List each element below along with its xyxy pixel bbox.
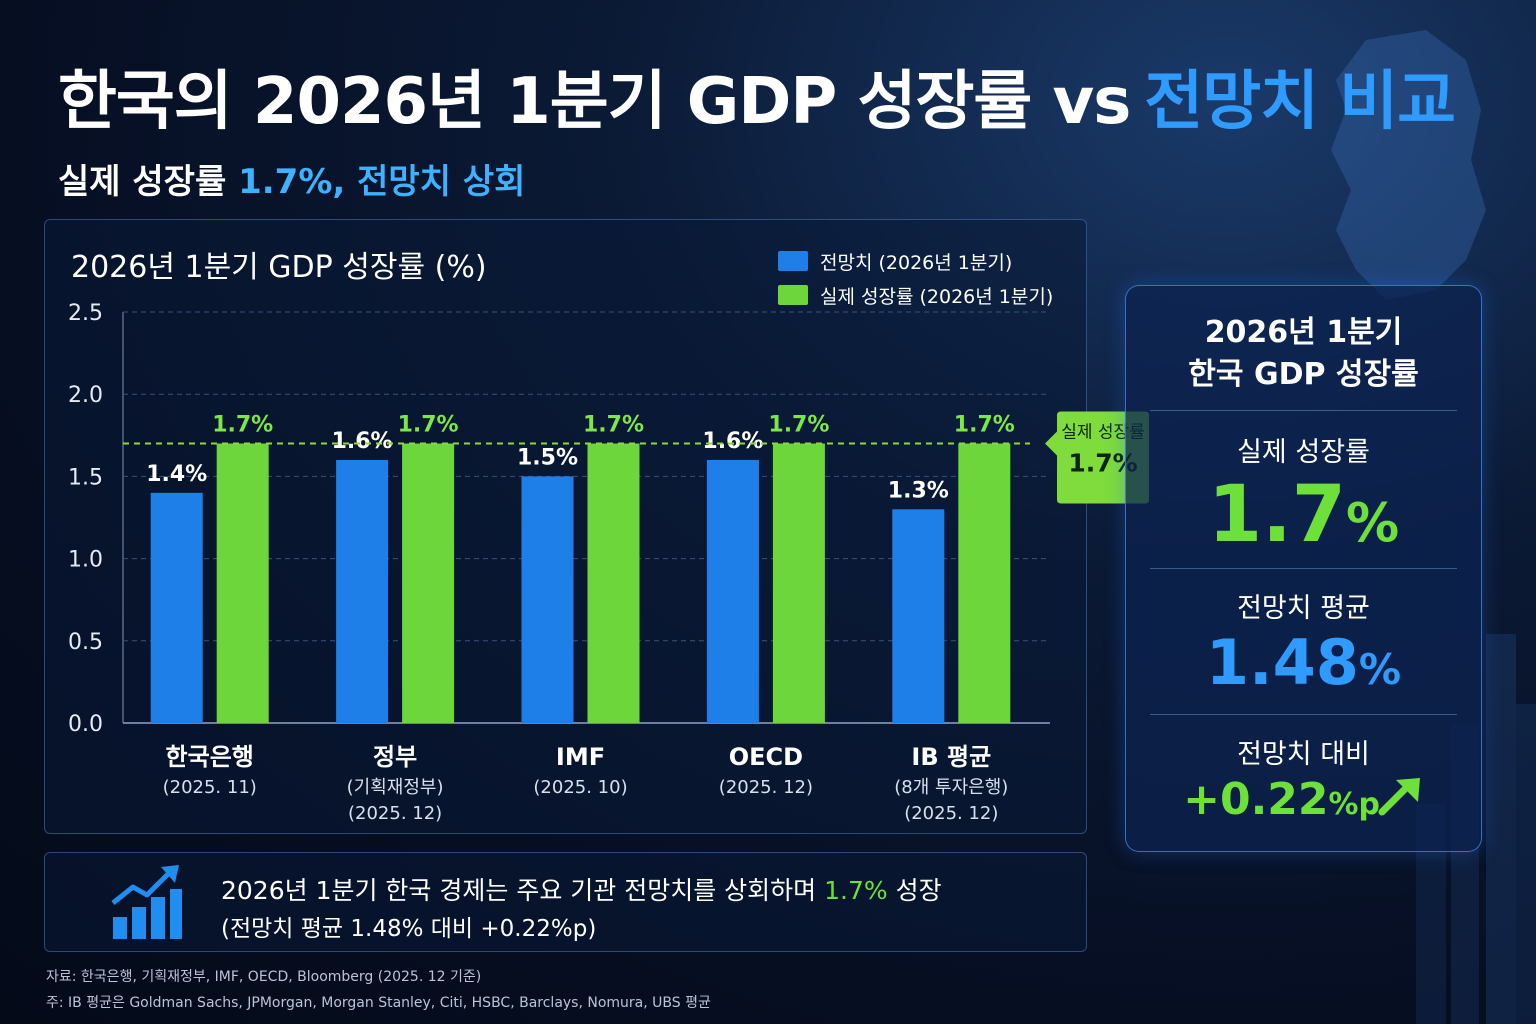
x-category-sublabel: (8개 투자은행) (894, 777, 1008, 798)
x-category-label: 한국은행 (166, 743, 254, 771)
bar-forecast (150, 492, 203, 723)
bar-forecast (336, 459, 389, 723)
page-title: 한국의 2026년 1분기 GDP 성장률 vs 전망치 비교 (58, 50, 1456, 142)
x-category-sublabel: (2025. 12) (719, 777, 813, 798)
bar-actual (402, 443, 455, 723)
page-subtitle: 실제 성장률 1.7%, 전망치 상회 (58, 154, 525, 203)
growth-chart-icon (111, 865, 182, 939)
trend-up-arrow-icon (1378, 778, 1420, 816)
kpi-forecast-value: 1.48% (1126, 626, 1481, 699)
data-label-forecast: 1.3% (888, 478, 949, 503)
legend-label-forecast: 전망치 (2026년 1분기) (820, 251, 1013, 274)
y-tick-label: 1.0 (68, 548, 103, 573)
bar-forecast (521, 476, 574, 723)
y-tick-label: 2.0 (68, 383, 103, 408)
summary-panel: 2026년 1분기 한국 경제는 주요 기관 전망치를 상회하며 1.7% 성장… (44, 852, 1087, 952)
bar-forecast (706, 459, 759, 723)
kpi-actual-number: 1.7 (1207, 470, 1347, 560)
korea-map-silhouette (1331, 30, 1486, 300)
chart-panel: 0.0 0.5 1.0 1.5 2.0 2.5 1.4% 1.7% 한국은행 (2025. 11)… (44, 219, 1149, 834)
y-tick-label: 1.5 (68, 465, 103, 490)
kpi-heading-line1: 2026년 1분기 (1204, 315, 1403, 350)
legend-label-actual: 실제 성장률 (2026년 1분기) (820, 285, 1054, 308)
footnote-source: 자료: 한국은행, 기획재정부, IMF, OECD, Bloomberg (2… (46, 969, 482, 985)
data-label-actual: 1.7% (768, 413, 829, 438)
chart-title: 2026년 1분기 GDP 성장률 (%) (71, 250, 487, 285)
kpi-diff-number: +0.22 (1183, 774, 1329, 825)
data-label-actual: 1.7% (212, 413, 273, 438)
summary-text-line1: 2026년 1분기 한국 경제는 주요 기관 전망치를 상회하며 1.7% 성장 (221, 871, 942, 907)
legend-swatch-actual (778, 285, 808, 305)
title-accent: 전망치 비교 (1144, 65, 1456, 139)
kpi-heading-line2: 한국 GDP 성장률 (1188, 357, 1419, 392)
bar-actual (772, 443, 825, 723)
kpi-panel: 2026년 1분기 한국 GDP 성장률 실제 성장률 1.7% 전망치 평균 … (1125, 285, 1482, 852)
kpi-actual-label: 실제 성장률 (1237, 437, 1370, 468)
data-label-forecast: 1.4% (146, 462, 207, 487)
x-category-label: 정부 (373, 743, 417, 771)
x-category-label: IB 평균 (911, 743, 991, 771)
kpi-actual-unit: % (1346, 492, 1400, 554)
y-tick-label: 2.5 (68, 301, 103, 326)
reference-callout (1045, 411, 1149, 504)
data-label-actual: 1.7% (583, 413, 644, 438)
data-label-actual: 1.7% (398, 413, 459, 438)
data-label-forecast: 1.6% (702, 429, 763, 454)
x-category-label: IMF (556, 743, 605, 771)
summary-line1-suffix: 성장 (895, 876, 942, 905)
summary-line1-highlight: 1.7% (824, 876, 888, 905)
data-label-actual: 1.7% (954, 413, 1015, 438)
bar-forecast (892, 509, 945, 723)
chart-legend: 전망치 (2026년 1분기) 실제 성장률 (2026년 1분기) (778, 244, 1053, 312)
kpi-forecast-unit: % (1358, 645, 1402, 694)
y-tick-label: 0.5 (68, 630, 103, 655)
x-category-label: OECD (729, 743, 803, 771)
subtitle-prefix: 실제 성장률 (58, 162, 227, 202)
legend-swatch-forecast (778, 251, 808, 271)
x-category-sublabel: (기획재정부) (347, 777, 444, 798)
kpi-divider (1150, 410, 1457, 411)
x-category-sublabel: (2025. 12) (348, 803, 442, 824)
kpi-forecast-label: 전망치 평균 (1237, 593, 1370, 624)
kpi-heading: 2026년 1분기 한국 GDP 성장률 (1126, 312, 1481, 396)
legend-item-actual: 실제 성장률 (2026년 1분기) (778, 278, 1053, 312)
bar-actual (958, 443, 1011, 723)
kpi-divider (1150, 714, 1457, 715)
kpi-diff-value: +0.22%p (1104, 774, 1459, 825)
bar-actual (216, 443, 269, 723)
kpi-divider (1150, 568, 1457, 569)
data-label-forecast: 1.6% (332, 429, 393, 454)
x-category-sublabel: (2025. 11) (163, 777, 257, 798)
bar-actual (587, 443, 640, 723)
footnote-note: 주: IB 평균은 Goldman Sachs, JPMorgan, Morga… (46, 995, 711, 1011)
reference-callout-label: 실제 성장률 (1061, 423, 1145, 443)
legend-item-forecast: 전망치 (2026년 1분기) (778, 244, 1053, 278)
kpi-diff-unit: %p (1328, 787, 1380, 822)
kpi-forecast-number: 1.48 (1205, 626, 1359, 699)
y-tick-label: 0.0 (68, 712, 103, 737)
data-label-forecast: 1.5% (517, 445, 578, 470)
x-category-sublabel: (2025. 12) (904, 803, 998, 824)
subtitle-highlight: 1.7%, 전망치 상회 (238, 162, 526, 202)
summary-text-line2: (전망치 평균 1.48% 대비 +0.22%p) (221, 916, 597, 942)
title-main: 한국의 2026년 1분기 GDP 성장률 vs (58, 65, 1131, 139)
bar-chart: 0.00.51.01.52.02.51.4%1.7%한국은행(2025. 11)… (68, 301, 1149, 824)
kpi-actual-value: 1.7% (1126, 470, 1481, 560)
x-category-sublabel: (2025. 10) (533, 777, 627, 798)
summary-line1-prefix: 2026년 1분기 한국 경제는 주요 기관 전망치를 상회하며 (221, 876, 817, 905)
kpi-diff-label: 전망치 대비 (1237, 739, 1370, 770)
